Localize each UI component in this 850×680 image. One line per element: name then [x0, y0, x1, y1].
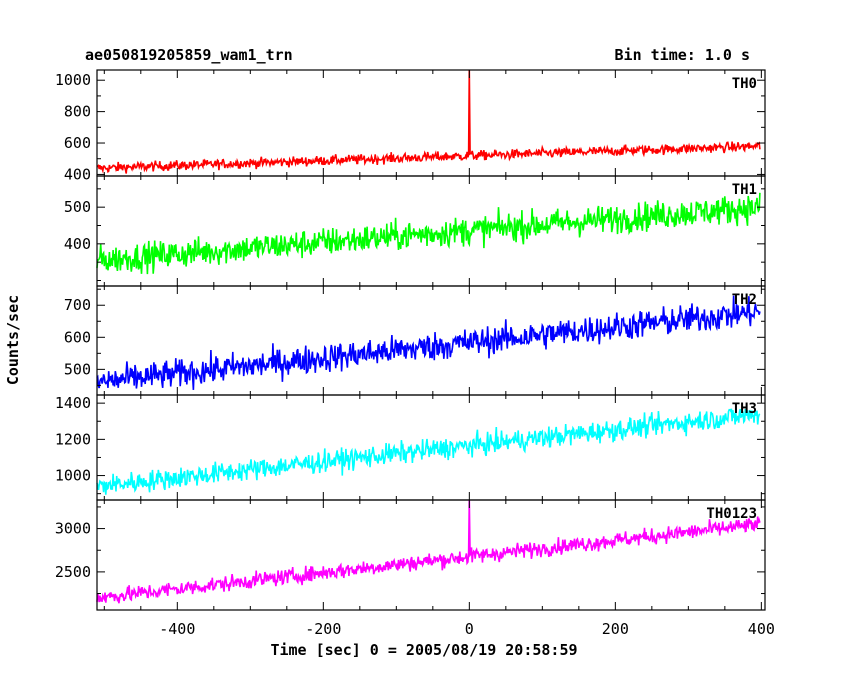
x-tick-label: -200: [305, 620, 341, 638]
panel-label-th0: TH0: [732, 76, 757, 92]
y-tick-label: 500: [64, 360, 91, 378]
y-tick-label: 2500: [55, 563, 91, 581]
x-tick-label: 200: [602, 620, 629, 638]
x-tick-labels: -400 -200 0 200 400: [159, 620, 775, 638]
panel-stack: 400 600 800 1000 TH0 400 500 TH1 500 600 700 TH2 100…: [55, 69, 766, 611]
panel-th2: 500 600 700 TH2: [64, 285, 766, 396]
panel-label-th3: TH3: [732, 401, 757, 417]
bin-time-label: Bin time: 1.0 s: [615, 46, 750, 64]
panel-label-th2: TH2: [732, 292, 757, 308]
y-tick-label: 600: [64, 328, 91, 346]
y-tick-label: 400: [64, 235, 91, 253]
y-tick-label: 700: [64, 296, 91, 314]
y-tick-label: 400: [64, 165, 91, 183]
panel-label-th0123: TH0123: [706, 506, 757, 522]
x-axis-label: Time [sec] 0 = 2005/08/19 20:58:59: [270, 641, 577, 659]
series-line-th0: [96, 69, 761, 174]
panel-th1: 400 500 TH1: [64, 175, 766, 287]
y-tick-label: 1000: [55, 467, 91, 485]
y-tick-label: 600: [64, 134, 91, 152]
y-tick-label: 1400: [55, 394, 91, 412]
x-tick-label: 400: [748, 620, 775, 638]
series-line-th1: [96, 192, 761, 275]
x-tick-label: 0: [465, 620, 474, 638]
y-tick-label: 500: [64, 198, 91, 216]
chart-title: ae050819205859_wam1_trn: [85, 46, 293, 64]
series-line-th2: [96, 295, 761, 390]
x-tick-label: -400: [159, 620, 195, 638]
panel-th0: 400 600 800 1000 TH0: [55, 69, 766, 183]
y-tick-label: 3000: [55, 520, 91, 538]
y-axis-label: Counts/sec: [4, 295, 22, 385]
panel-th0123: 2500 3000 TH0123: [55, 499, 766, 611]
y-tick-label: 1200: [55, 430, 91, 448]
panel-label-th1: TH1: [732, 182, 757, 198]
y-tick-label: 800: [64, 103, 91, 121]
panel-frame: [96, 499, 766, 611]
series-line-th0123: [96, 499, 761, 604]
y-tick-label: 1000: [55, 71, 91, 89]
series-line-th3: [96, 408, 761, 495]
panel-th3: 1000 1200 1400 TH3: [55, 394, 766, 501]
panel-frame: [96, 285, 766, 396]
